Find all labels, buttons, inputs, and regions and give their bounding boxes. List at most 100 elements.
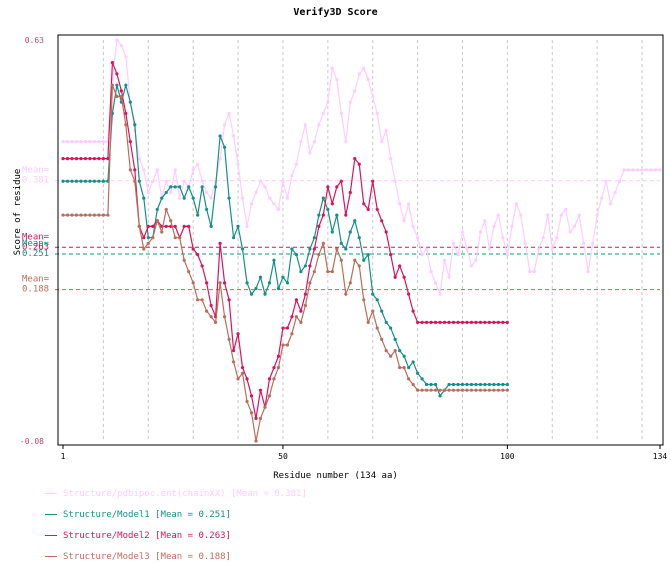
series-point	[483, 382, 487, 387]
series-point	[209, 315, 213, 319]
series-point	[155, 168, 159, 172]
series-point	[582, 241, 586, 245]
series-point	[487, 320, 492, 324]
series-point	[285, 326, 290, 330]
legend-label: Structure/Model1 [Mean = 0.251]	[63, 510, 231, 520]
series-line	[63, 38, 660, 297]
series-point	[245, 399, 249, 404]
mean-label: Mean= 0.381	[22, 166, 50, 186]
x-tick-label: 50	[278, 452, 288, 461]
series-point	[407, 365, 411, 370]
y-tick-label: -0.08	[20, 437, 44, 446]
series-point	[478, 388, 483, 392]
series-point	[236, 377, 240, 381]
series-point	[70, 140, 74, 144]
series-point	[231, 236, 236, 240]
plot-frame	[57, 34, 664, 446]
series-point	[187, 185, 191, 189]
series-point	[258, 275, 263, 279]
series-point	[604, 179, 608, 183]
series-point	[375, 326, 379, 330]
series-point	[456, 253, 460, 257]
mean-label: Mean= 0.251	[22, 239, 50, 259]
series-point	[595, 213, 599, 217]
series-point	[137, 179, 141, 183]
series-point	[537, 247, 541, 251]
series-point	[424, 382, 429, 387]
series-point	[380, 140, 384, 144]
legend-swatch	[45, 556, 57, 557]
y-tick-label: 0.63	[25, 36, 44, 45]
series-point	[447, 320, 451, 324]
series-point	[83, 140, 88, 144]
series-point	[218, 241, 222, 245]
series-point	[393, 349, 397, 353]
series-point	[263, 292, 267, 296]
series-point	[420, 253, 424, 257]
series-point	[106, 157, 110, 161]
series-point	[227, 337, 231, 341]
series-point	[344, 292, 348, 296]
series-point	[169, 185, 173, 189]
series-point	[357, 162, 361, 166]
series-point	[371, 94, 375, 99]
series-point	[97, 213, 101, 217]
series-point	[420, 388, 424, 392]
series-point	[79, 157, 83, 161]
series-point	[281, 343, 285, 347]
series-point	[416, 371, 420, 375]
series-point	[344, 213, 348, 217]
series-point	[487, 382, 492, 387]
series-point	[245, 377, 249, 381]
series-point	[240, 371, 245, 375]
series-point	[276, 286, 281, 291]
series-point	[146, 241, 150, 245]
series-point	[142, 196, 146, 200]
series-point	[231, 134, 236, 138]
series-point	[133, 179, 137, 183]
series-point	[205, 207, 209, 212]
series-point	[182, 258, 186, 262]
series-point	[375, 207, 379, 212]
series-point	[492, 224, 496, 228]
series-point	[600, 196, 604, 200]
series-point	[142, 247, 146, 251]
series-point	[326, 185, 330, 189]
series-point	[451, 382, 456, 387]
series-point	[478, 230, 483, 234]
legend-label: Structure/Model2 [Mean = 0.263]	[63, 531, 231, 541]
series-point	[429, 382, 433, 387]
series-point	[74, 179, 79, 183]
series-point	[124, 83, 128, 87]
series-point	[505, 388, 509, 392]
series-point	[133, 123, 137, 127]
series-point	[335, 185, 339, 189]
series-point	[119, 94, 123, 99]
series-point	[294, 162, 299, 166]
series-point	[276, 207, 281, 212]
series-point	[303, 264, 307, 268]
series-point	[254, 439, 258, 443]
series-point	[245, 281, 249, 285]
series-point	[308, 151, 312, 155]
series-point	[631, 168, 635, 172]
series-point	[330, 66, 334, 70]
series-point	[353, 258, 357, 262]
series-point	[335, 77, 339, 82]
series-point	[469, 382, 474, 387]
series-point	[196, 162, 200, 166]
series-point	[393, 337, 397, 341]
series-point	[339, 179, 343, 183]
series-point	[366, 207, 370, 212]
series-point	[119, 89, 123, 93]
series-point	[460, 388, 465, 392]
series-point	[272, 202, 276, 206]
series-point	[146, 224, 150, 228]
series-point	[222, 281, 227, 285]
legend-item: Structure/Model3 [Mean = 0.188]	[45, 552, 231, 562]
series-point	[294, 298, 299, 302]
series-point	[106, 213, 110, 217]
series-point	[460, 230, 465, 234]
series-point	[240, 196, 245, 200]
